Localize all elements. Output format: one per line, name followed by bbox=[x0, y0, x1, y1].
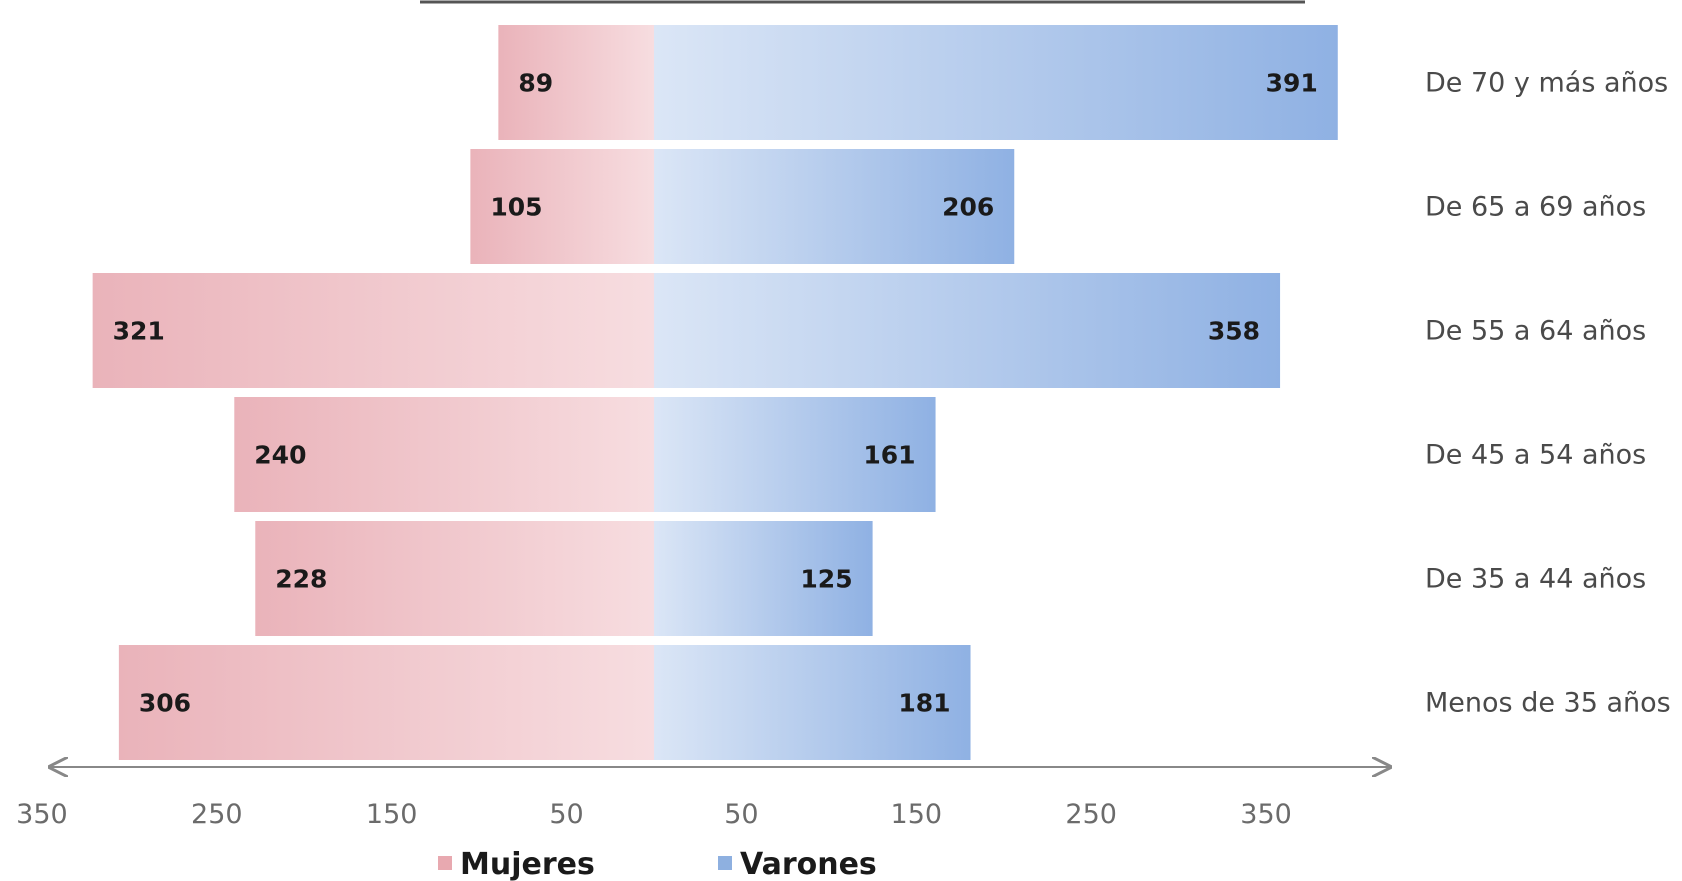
category-label-de-35-a-44-anos: De 35 a 44 años bbox=[1425, 564, 1646, 595]
x-tick-label: 350 bbox=[1240, 799, 1292, 830]
bar-varones-menos-de-35-anos bbox=[654, 645, 971, 760]
x-tick-label: 250 bbox=[191, 799, 243, 830]
data-label-varones-menos-de-35-anos: 181 bbox=[898, 689, 950, 718]
bar-mujeres-de-55-a-64-anos bbox=[92, 273, 655, 388]
category-label-de-45-a-54-anos: De 45 a 54 años bbox=[1425, 440, 1646, 471]
x-tick-label: 250 bbox=[1065, 799, 1117, 830]
category-labels-group: De 70 y más años De 65 a 69 años De 55 a 6… bbox=[1425, 68, 1671, 719]
bar-varones-de-35-a-44-anos bbox=[654, 521, 873, 636]
data-label-varones-de-70-y-mas-anos: 391 bbox=[1266, 69, 1318, 98]
data-label-mujeres-de-45-a-54-anos: 240 bbox=[254, 441, 306, 470]
data-label-varones-de-45-a-54-anos: 161 bbox=[863, 441, 915, 470]
x-tick-label: 50 bbox=[724, 799, 758, 830]
bar-varones-de-45-a-54-anos bbox=[654, 397, 936, 512]
data-label-varones-de-65-a-69-anos: 206 bbox=[942, 193, 994, 222]
category-label-de-65-a-69-anos: De 65 a 69 años bbox=[1425, 192, 1646, 223]
bar-mujeres-de-45-a-54-anos bbox=[234, 397, 654, 512]
category-label-de-70-y-mas-anos: De 70 y más años bbox=[1425, 68, 1668, 99]
data-label-mujeres-de-65-a-69-anos: 105 bbox=[490, 193, 542, 222]
data-label-mujeres-de-70-y-mas-anos: 89 bbox=[518, 69, 553, 98]
bar-mujeres-de-70-y-mas-anos bbox=[498, 25, 654, 140]
bar-varones-de-70-y-mas-anos bbox=[654, 25, 1338, 140]
bar-mujeres-de-35-a-44-anos bbox=[255, 521, 654, 636]
legend-swatch-varones bbox=[718, 856, 732, 870]
data-label-mujeres-de-55-a-64-anos: 321 bbox=[113, 317, 165, 346]
data-labels-group: 89 391 105 206 321 358 240 161 228 125 306 181 bbox=[113, 69, 1318, 718]
legend-label-mujeres: Mujeres bbox=[460, 847, 595, 881]
legend: Mujeres Varones bbox=[438, 847, 877, 881]
bar-varones-de-65-a-69-anos bbox=[654, 149, 1015, 264]
data-label-mujeres-de-35-a-44-anos: 228 bbox=[275, 565, 327, 594]
bar-mujeres-de-65-a-69-anos bbox=[470, 149, 654, 264]
legend-label-varones: Varones bbox=[740, 847, 877, 881]
bars-group bbox=[92, 25, 1338, 760]
data-label-varones-de-35-a-44-anos: 125 bbox=[800, 565, 852, 594]
legend-swatch-mujeres bbox=[438, 856, 452, 870]
category-label-menos-de-35-anos: Menos de 35 años bbox=[1425, 688, 1671, 719]
bar-mujeres-menos-de-35-anos bbox=[118, 645, 655, 760]
x-tick-label: 350 bbox=[16, 799, 68, 830]
data-label-varones-de-55-a-64-anos: 358 bbox=[1208, 317, 1260, 346]
x-axis-ticks-group: 350 250 150 50 50 150 250 350 bbox=[16, 799, 1292, 830]
x-tick-label: 150 bbox=[891, 799, 943, 830]
data-label-mujeres-menos-de-35-anos: 306 bbox=[139, 689, 191, 718]
bar-varones-de-55-a-64-anos bbox=[654, 273, 1281, 388]
x-tick-label: 50 bbox=[549, 799, 583, 830]
x-tick-label: 150 bbox=[366, 799, 418, 830]
category-label-de-55-a-64-anos: De 55 a 64 años bbox=[1425, 316, 1646, 347]
